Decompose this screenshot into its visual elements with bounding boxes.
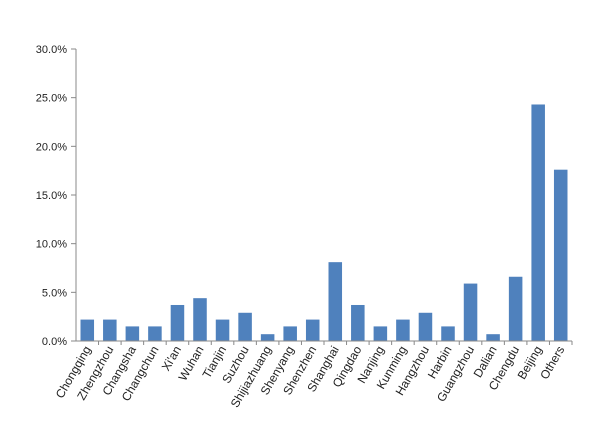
bar <box>463 283 478 341</box>
bar <box>441 326 455 341</box>
bar <box>283 326 297 341</box>
bar <box>260 334 275 341</box>
bars <box>80 104 568 341</box>
bar <box>486 334 500 341</box>
y-axis: 0.0% 5.0% 10.0% 15.0% 20.0% 25.0% 30.0% <box>36 44 77 348</box>
bar <box>215 319 230 341</box>
bar <box>193 298 207 341</box>
y-tick-label: 10.0% <box>36 239 67 251</box>
bar <box>508 276 523 341</box>
y-tick-label: 25.0% <box>36 93 67 105</box>
y-tick-label: 30.0% <box>36 44 67 56</box>
bar <box>170 304 185 341</box>
y-tick-label: 0.0% <box>42 336 67 348</box>
bar <box>103 319 117 341</box>
bar <box>305 319 320 341</box>
bar <box>238 312 252 341</box>
bar <box>328 262 343 341</box>
bar <box>80 319 95 341</box>
bar <box>148 326 162 341</box>
bar <box>396 319 410 341</box>
bar <box>418 312 433 341</box>
bar <box>553 169 568 341</box>
bar <box>125 326 140 341</box>
bar <box>531 104 545 341</box>
y-tick-label: 20.0% <box>36 141 67 153</box>
x-axis: ChongqingZhengzhouChangshaChangchunXi'an… <box>53 340 573 410</box>
bar <box>351 304 365 341</box>
y-tick-label: 5.0% <box>42 287 67 299</box>
y-tick-label: 15.0% <box>36 190 67 202</box>
bar <box>373 326 388 341</box>
